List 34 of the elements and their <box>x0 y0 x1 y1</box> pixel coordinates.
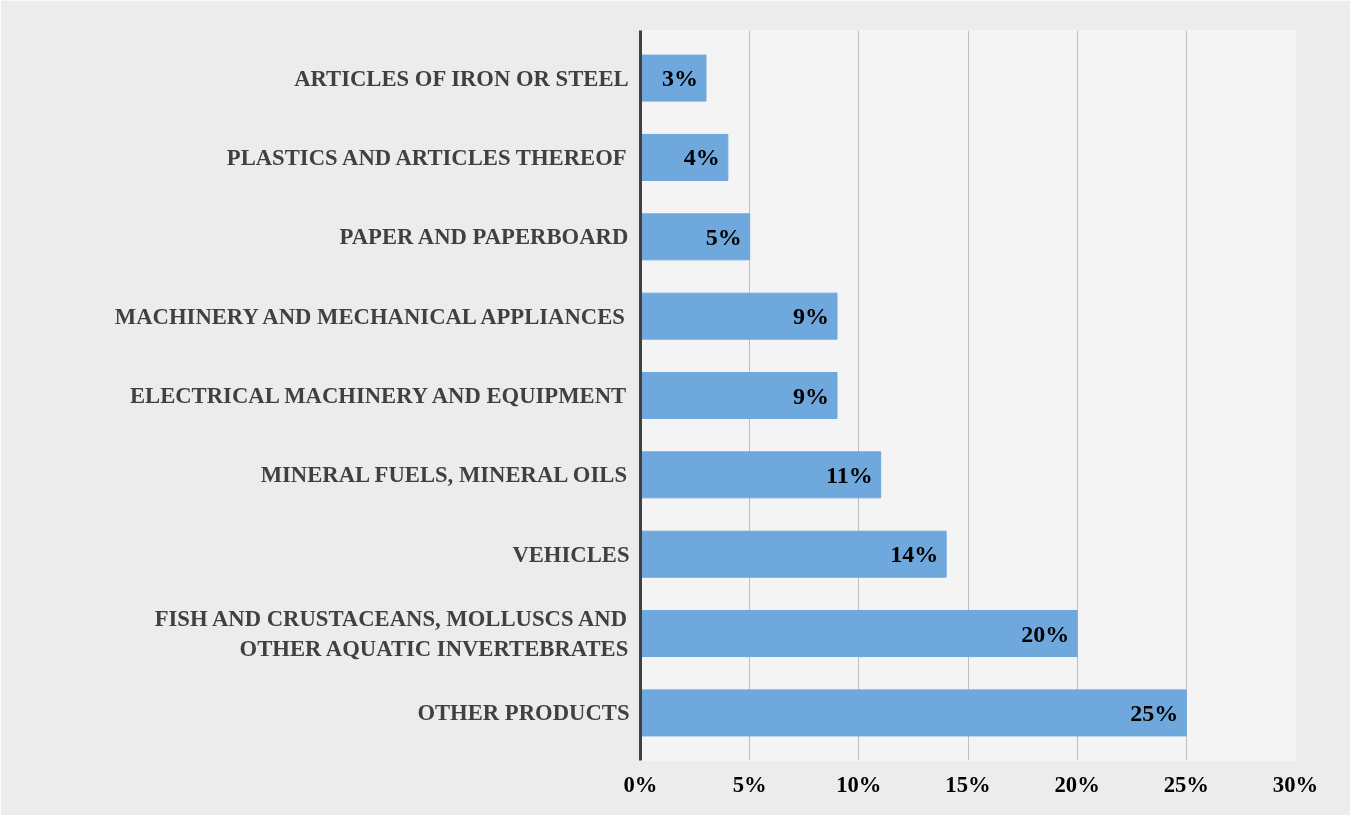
data-label: 4% <box>683 144 720 171</box>
x-tick-label: 0% <box>623 771 658 797</box>
data-label: 5% <box>705 223 742 250</box>
data-label: 14% <box>890 541 939 568</box>
y-tick-label: FISH AND CRUSTACEANS, MOLLUSCS AND OTHER AQUATIC INVERTEBRATES <box>154 606 629 662</box>
bar <box>640 371 838 420</box>
bar <box>640 610 1078 658</box>
x-tick-label: 15% <box>945 771 991 797</box>
x-tick-label: 5% <box>732 771 767 797</box>
data-label: 11% <box>825 461 873 488</box>
x-tick-label: 25% <box>1163 771 1209 797</box>
bar <box>640 213 751 261</box>
bar <box>640 689 1187 737</box>
data-label: 20% <box>1021 620 1070 647</box>
x-tick-label: 20% <box>1054 771 1100 797</box>
bar <box>640 451 882 499</box>
data-label: 9% <box>793 382 829 409</box>
x-tick-label: 30% <box>1272 771 1319 797</box>
y-tick-label: MACHINERY AND MECHANICAL APPLIANCES <box>114 303 625 329</box>
y-tick-label: ELECTRICAL MACHINERY AND EQUIPMENT <box>129 383 627 408</box>
y-tick-label: OTHER PRODUCTS <box>417 700 630 726</box>
bar <box>640 292 838 340</box>
y-tick-label: MINERAL FUELS, MINERAL OILS <box>260 462 628 488</box>
y-tick-label: PAPER AND PAPERBOARD <box>339 224 629 250</box>
data-label: 9% <box>793 303 829 330</box>
bar <box>640 54 707 102</box>
bar <box>640 530 947 578</box>
y-tick-label: ARTICLES OF IRON OR STEEL <box>294 65 629 91</box>
y-tick-label: PLASTICS AND ARTICLES THEREOF <box>226 144 627 170</box>
data-label: 3% <box>662 65 698 92</box>
data-label: 25% <box>1130 699 1179 726</box>
y-tick-label: VEHICLES <box>512 541 630 567</box>
x-tick-label: 10% <box>836 771 882 797</box>
bar <box>640 133 729 181</box>
